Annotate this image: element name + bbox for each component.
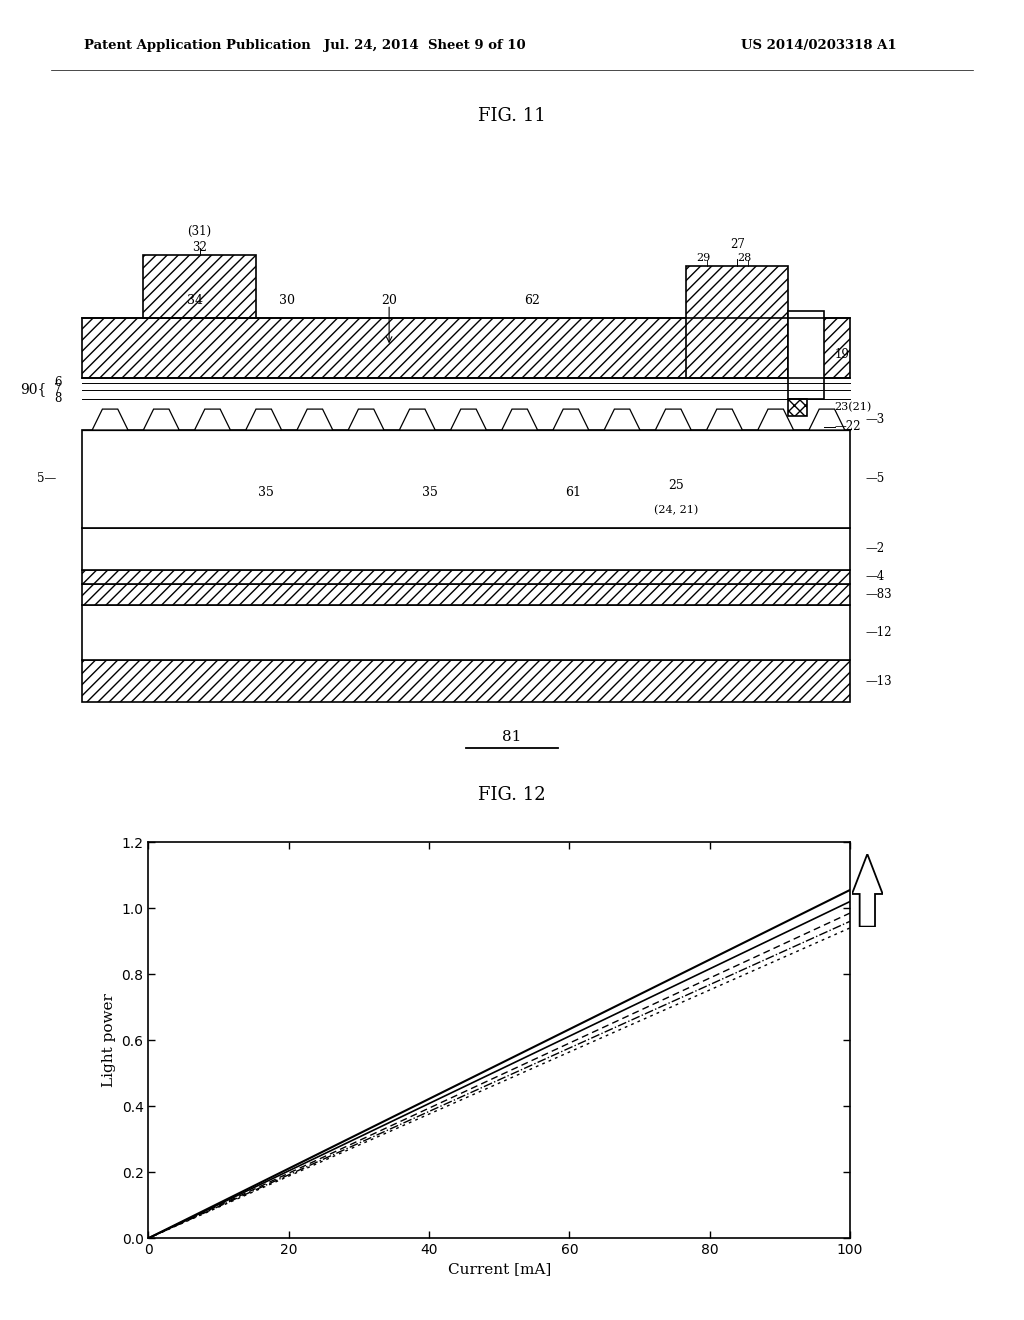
Polygon shape: [195, 409, 230, 430]
Text: 32: 32: [193, 240, 207, 253]
Text: 81: 81: [503, 730, 521, 744]
Bar: [82, 605, 850, 660]
Text: (31): (31): [187, 224, 212, 238]
Text: —4: —4: [865, 570, 885, 583]
Bar: [82, 430, 850, 528]
Text: —83: —83: [865, 587, 892, 601]
Text: —22: —22: [835, 420, 861, 433]
Text: 5—: 5—: [37, 473, 56, 486]
Text: —2: —2: [865, 543, 885, 556]
Polygon shape: [297, 409, 333, 430]
Polygon shape: [502, 409, 538, 430]
Text: 34: 34: [186, 294, 203, 308]
Polygon shape: [553, 409, 589, 430]
Bar: [82, 660, 850, 702]
Text: —5: —5: [865, 473, 885, 486]
Text: 8: 8: [54, 392, 61, 405]
X-axis label: Current [mA]: Current [mA]: [447, 1262, 551, 1276]
Bar: [788, 312, 824, 399]
Text: FIG. 11: FIG. 11: [478, 107, 546, 125]
Text: 6: 6: [54, 376, 61, 389]
Bar: [82, 583, 850, 605]
Text: 62: 62: [524, 294, 541, 308]
Text: 19: 19: [835, 348, 850, 362]
Text: (24, 21): (24, 21): [653, 506, 698, 516]
Text: —12: —12: [865, 626, 892, 639]
Polygon shape: [604, 409, 640, 430]
Bar: [788, 399, 807, 416]
Text: —3: —3: [865, 413, 885, 426]
Polygon shape: [399, 409, 435, 430]
Text: 20: 20: [381, 294, 397, 308]
Text: Jul. 24, 2014  Sheet 9 of 10: Jul. 24, 2014 Sheet 9 of 10: [325, 40, 525, 53]
Polygon shape: [852, 854, 883, 927]
Bar: [82, 570, 850, 583]
Polygon shape: [451, 409, 486, 430]
Text: 35: 35: [258, 486, 274, 499]
Text: 28: 28: [737, 252, 752, 263]
Bar: [686, 265, 788, 378]
Polygon shape: [92, 409, 128, 430]
Text: US 2014/0203318 A1: US 2014/0203318 A1: [741, 40, 897, 53]
Polygon shape: [758, 409, 794, 430]
Text: 90{: 90{: [19, 383, 46, 396]
Polygon shape: [809, 409, 845, 430]
Text: 30: 30: [279, 294, 295, 308]
Text: 27: 27: [730, 239, 744, 252]
Polygon shape: [655, 409, 691, 430]
Polygon shape: [246, 409, 282, 430]
Bar: [143, 256, 256, 318]
Bar: [82, 318, 850, 378]
Text: Patent Application Publication: Patent Application Publication: [84, 40, 310, 53]
Polygon shape: [348, 409, 384, 430]
Text: 23(21): 23(21): [835, 403, 871, 413]
Text: —13: —13: [865, 675, 892, 688]
Polygon shape: [143, 409, 179, 430]
Text: 7: 7: [54, 383, 61, 396]
Polygon shape: [707, 409, 742, 430]
Text: 35: 35: [422, 486, 438, 499]
Text: 25: 25: [668, 479, 684, 492]
Text: FIG. 12: FIG. 12: [478, 787, 546, 804]
Text: 29: 29: [696, 252, 711, 263]
Y-axis label: Light power: Light power: [102, 993, 116, 1088]
Text: 61: 61: [565, 486, 582, 499]
Bar: [82, 528, 850, 570]
